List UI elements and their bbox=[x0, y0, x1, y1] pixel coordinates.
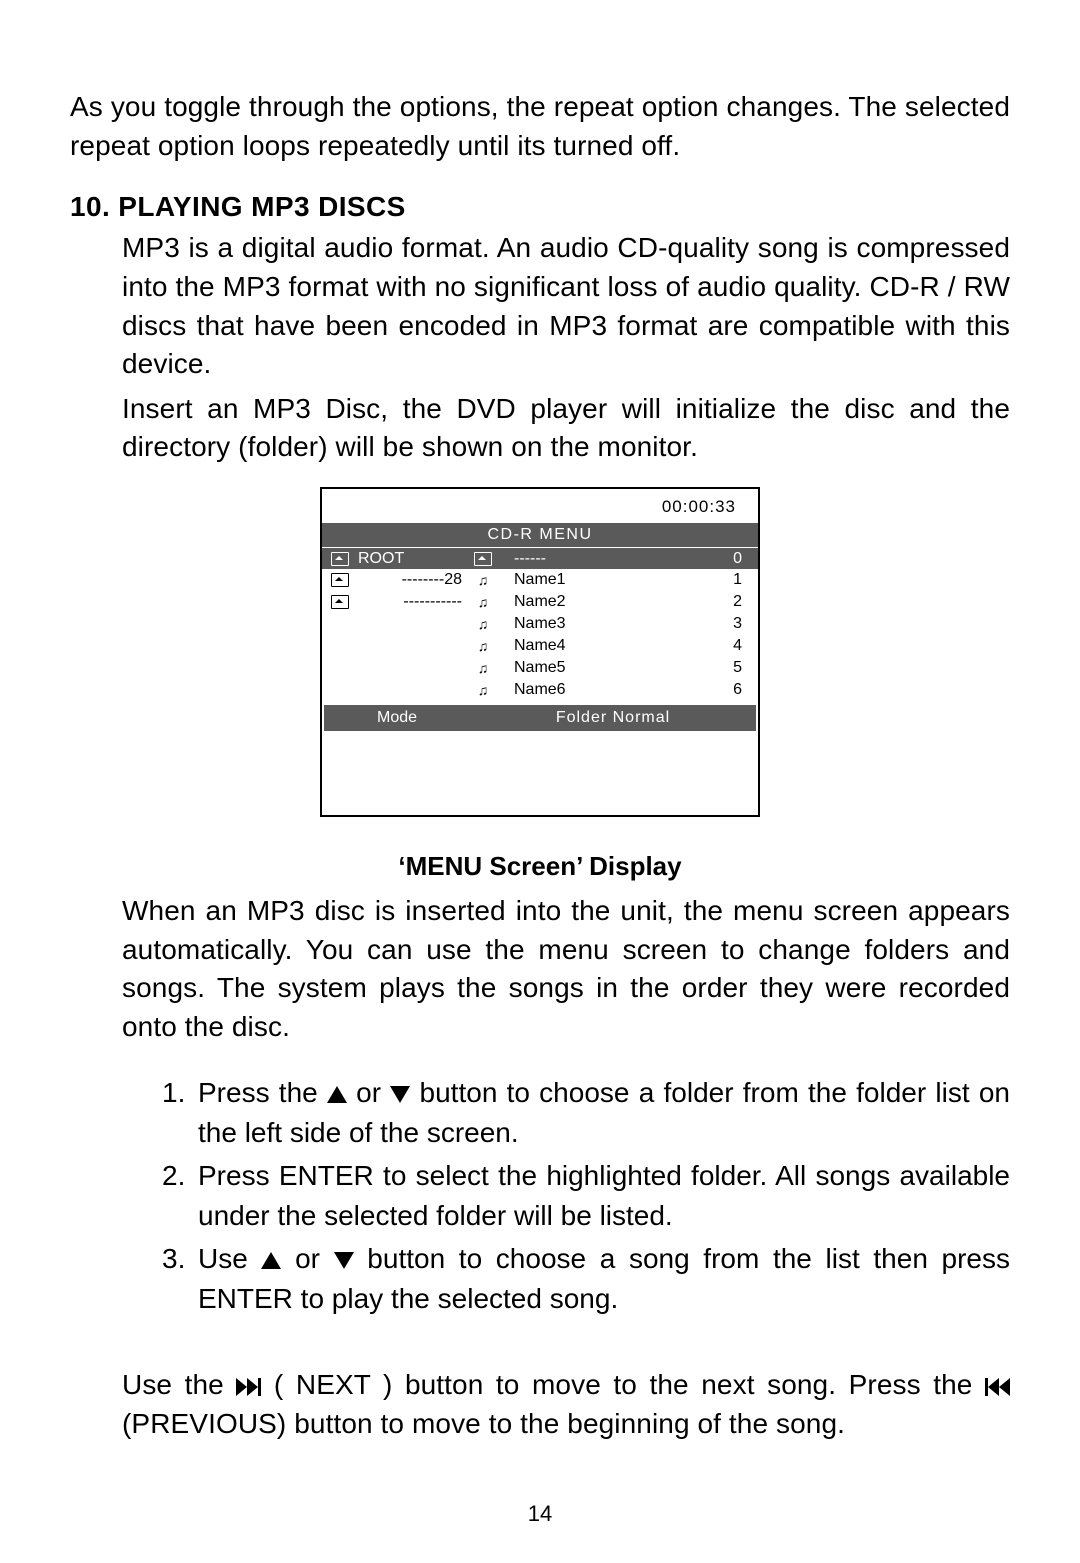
track-name: Name5 bbox=[498, 659, 668, 677]
step-text: or bbox=[347, 1077, 390, 1108]
folder-row: ----------- bbox=[322, 591, 468, 613]
folder-label: --------28 bbox=[358, 571, 468, 589]
intro-text: As you toggle through the options, the r… bbox=[70, 88, 1010, 165]
track-number: 1 bbox=[668, 571, 758, 589]
folder-label: ----------- bbox=[358, 593, 468, 611]
instruction-step-2: 2. Press ENTER to select the highlighted… bbox=[162, 1156, 1010, 1237]
menu-bar-label: CD-R MENU bbox=[322, 523, 758, 547]
music-note-icon: ♫ bbox=[468, 660, 498, 676]
header-count: 0 bbox=[668, 550, 758, 568]
track-row: ♫Name44 bbox=[468, 635, 758, 657]
menu-screen-illustration: 00:00:33 CD-R MENU ROOT ------ 0 -------… bbox=[320, 487, 760, 817]
step-text: Use bbox=[198, 1243, 261, 1274]
track-row: ♫Name66 bbox=[468, 679, 758, 701]
step-text: or bbox=[281, 1243, 333, 1274]
next-track-icon bbox=[236, 1378, 261, 1396]
nav-text: (PREVIOUS) button to move to the beginni… bbox=[122, 1408, 845, 1439]
track-name: Name6 bbox=[498, 681, 668, 699]
folder-icon bbox=[474, 552, 492, 566]
paragraph-mp3-intro: MP3 is a digital audio format. An audio … bbox=[122, 229, 1010, 384]
track-number: 6 bbox=[668, 681, 758, 699]
up-arrow-icon bbox=[261, 1252, 281, 1269]
step-number: 1. bbox=[162, 1073, 198, 1154]
track-name: Name4 bbox=[498, 637, 668, 655]
instruction-step-1: 1. Press the or button to choose a folde… bbox=[162, 1073, 1010, 1154]
header-dashes: ------ bbox=[498, 550, 668, 568]
track-row: ♫Name55 bbox=[468, 657, 758, 679]
track-row: ♫Name33 bbox=[468, 613, 758, 635]
nav-text: Use the bbox=[122, 1369, 236, 1400]
paragraph-menu-screen: When an MP3 disc is inserted into the un… bbox=[122, 892, 1010, 1047]
track-number: 5 bbox=[668, 659, 758, 677]
mode-value: Folder Normal bbox=[470, 709, 756, 727]
nav-text: ( NEXT ) button to move to the next song… bbox=[261, 1369, 985, 1400]
step-number: 2. bbox=[162, 1156, 198, 1237]
folder-icon bbox=[331, 552, 349, 566]
down-arrow-icon bbox=[390, 1086, 410, 1103]
music-note-icon: ♫ bbox=[468, 682, 498, 698]
folder-icon bbox=[331, 595, 349, 609]
track-row: ♫Name22 bbox=[468, 591, 758, 613]
music-note-icon: ♫ bbox=[468, 594, 498, 610]
section-title: 10. PLAYING MP3 DISCS bbox=[70, 191, 1010, 223]
track-name: Name1 bbox=[498, 571, 668, 589]
previous-track-icon bbox=[985, 1378, 1010, 1396]
up-arrow-icon bbox=[327, 1086, 347, 1103]
down-arrow-icon bbox=[334, 1252, 354, 1269]
step-number: 3. bbox=[162, 1239, 198, 1320]
step-text: Press the bbox=[198, 1077, 327, 1108]
track-number: 3 bbox=[668, 615, 758, 633]
paragraph-insert-disc: Insert an MP3 Disc, the DVD player will … bbox=[122, 390, 1010, 467]
folder-row: --------28 bbox=[322, 569, 468, 591]
music-note-icon: ♫ bbox=[468, 572, 498, 588]
music-note-icon: ♫ bbox=[468, 616, 498, 632]
track-name: Name2 bbox=[498, 593, 668, 611]
mode-label: Mode bbox=[324, 709, 470, 727]
instruction-step-3: 3. Use or button to choose a song from t… bbox=[162, 1239, 1010, 1320]
folder-icon bbox=[331, 573, 349, 587]
caption: ‘MENU Screen’ Display bbox=[70, 851, 1010, 882]
page-number: 14 bbox=[0, 1501, 1080, 1527]
track-number: 4 bbox=[668, 637, 758, 655]
music-note-icon: ♫ bbox=[468, 638, 498, 654]
track-number: 2 bbox=[668, 593, 758, 611]
step-text: Press ENTER to select the highlighted fo… bbox=[198, 1156, 1010, 1237]
track-name: Name3 bbox=[498, 615, 668, 633]
track-row: ♫Name11 bbox=[468, 569, 758, 591]
root-label: ROOT bbox=[358, 550, 468, 568]
navigation-paragraph: Use the ( NEXT ) button to move to the n… bbox=[122, 1366, 1010, 1443]
playback-time: 00:00:33 bbox=[662, 497, 736, 517]
